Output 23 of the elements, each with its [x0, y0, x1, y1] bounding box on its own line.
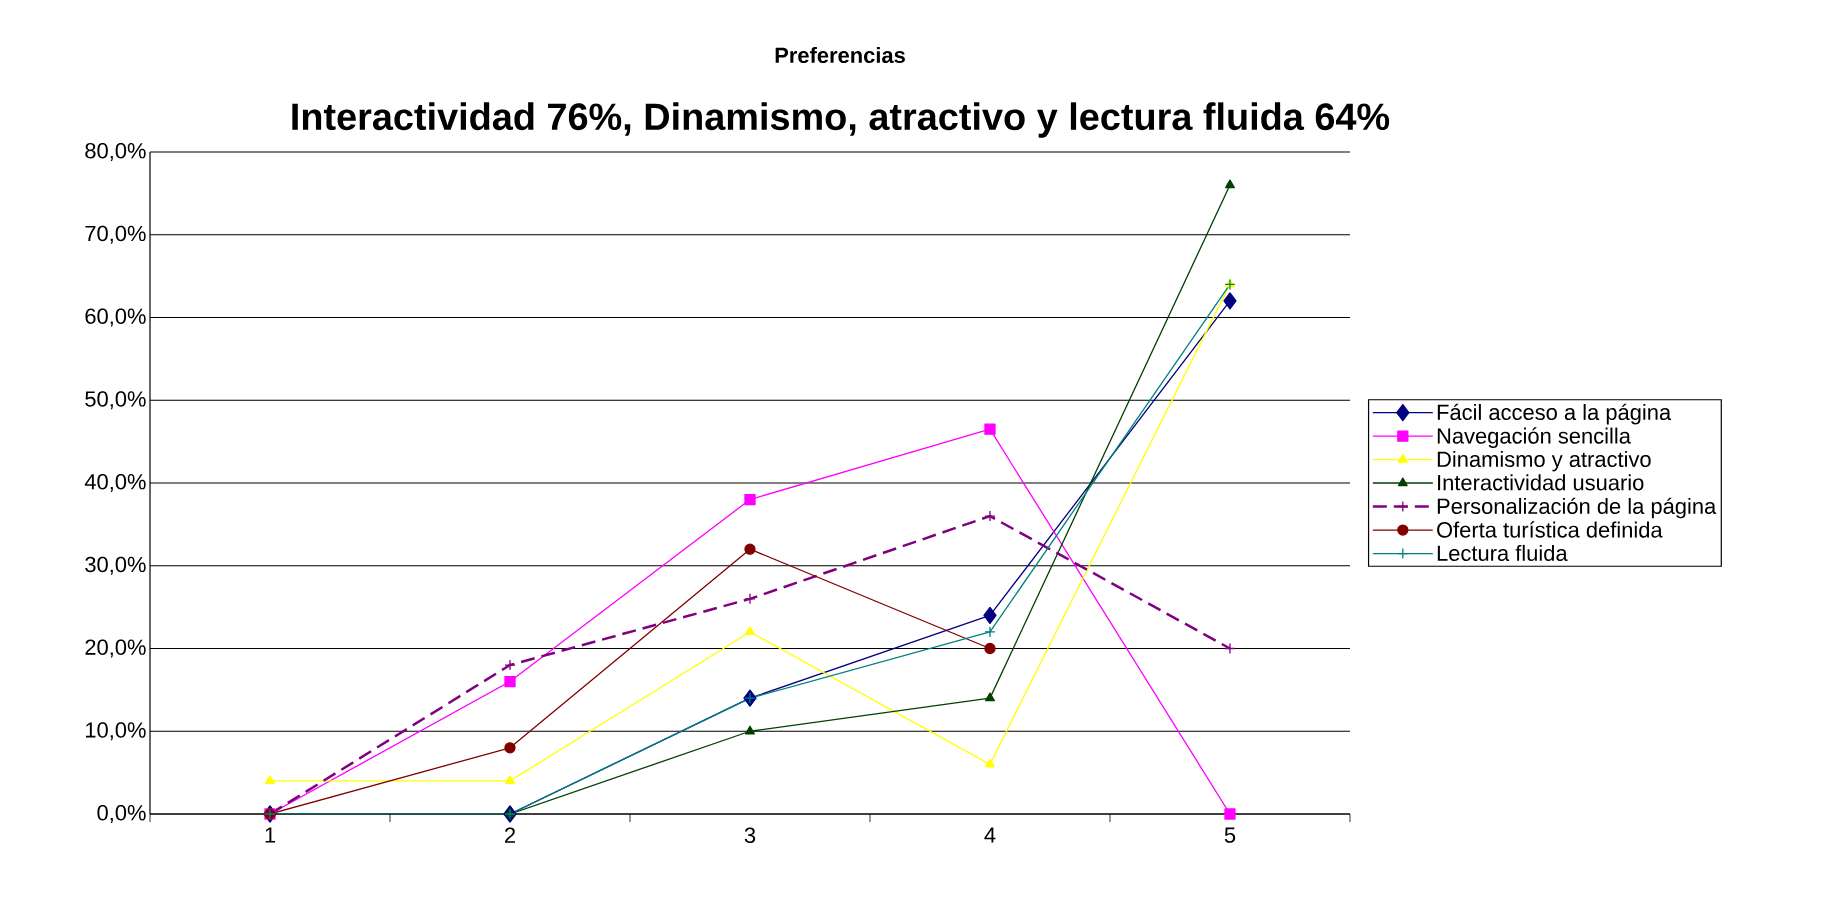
x-tick-label: 4 — [984, 827, 996, 843]
y-tick-label: 30,0% — [85, 556, 146, 575]
y-tick-label: 80,0% — [85, 142, 146, 162]
x-tick-label: 2 — [505, 827, 515, 843]
y-tick-label: 60,0% — [85, 308, 146, 327]
legend-label: Personalización de la página — [1437, 497, 1717, 519]
legend-label: Navegación sencilla — [1437, 427, 1631, 449]
x-tick-label: 1 — [265, 827, 276, 843]
legend-label: Dinamismo y atractivo — [1437, 450, 1651, 472]
legend-label: Fácil acceso a la página — [1437, 403, 1672, 425]
x-tick-label: 3 — [744, 827, 756, 844]
y-tick-label: 40,0% — [84, 473, 146, 493]
y-tick-label: 20,0% — [85, 639, 146, 658]
chart-title: Preferencias — [775, 46, 905, 64]
chart-subtitle: Interactividad 76%, Dinamismo, atractivo y lectura fluida 64% — [292, 102, 1390, 138]
legend-label: Oferta turística definida — [1437, 521, 1663, 538]
legend-label: Lectura fluida — [1437, 544, 1568, 562]
legend-label: Interactividad usuario — [1438, 474, 1644, 491]
y-tick-label: 50,0% — [85, 391, 146, 410]
y-tick-label: 10,0% — [86, 722, 146, 741]
y-tick-label: 70,0% — [85, 225, 146, 244]
y-tick-label: 0,0% — [97, 804, 146, 824]
x-tick-label: 5 — [1224, 827, 1236, 843]
